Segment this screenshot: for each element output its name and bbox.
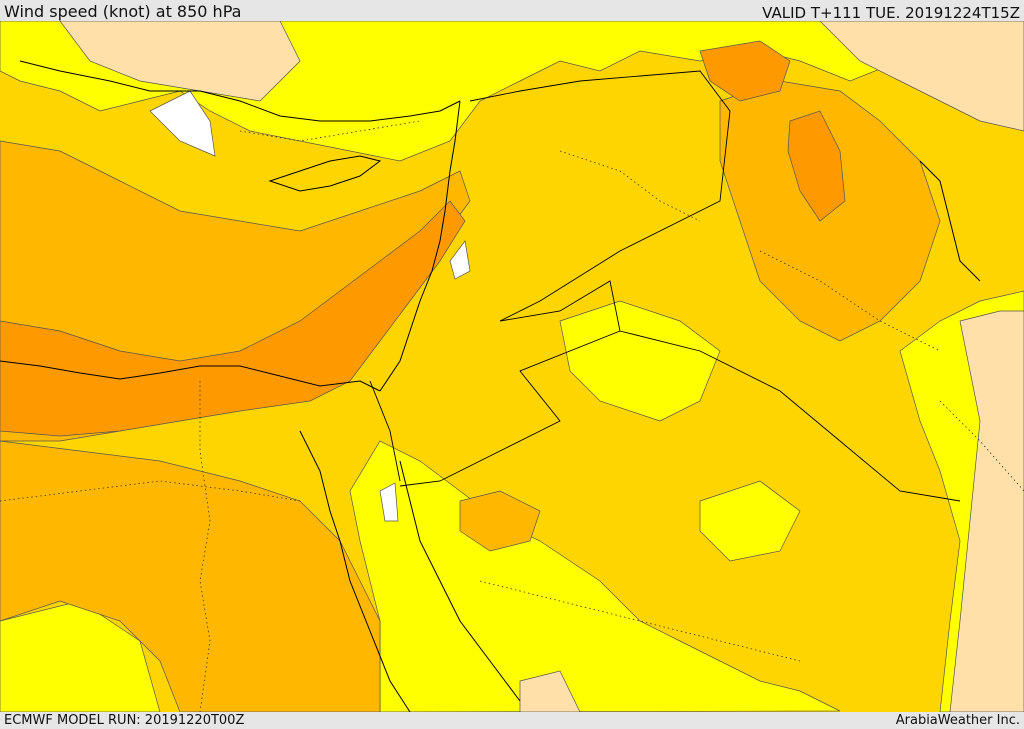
admin-line-egypt [0, 480, 301, 502]
admin-line-east [939, 400, 1024, 492]
admin-line-saudi [479, 580, 801, 662]
coastline-sinai-red-sea [299, 430, 411, 712]
brand-label: ArabiaWeather Inc. [895, 713, 1020, 728]
border-jordan-saudi [399, 280, 621, 487]
calm-patch-aegean [149, 90, 216, 157]
light-region-northeast [819, 21, 1024, 132]
valid-time: VALID T+111 TUE. 20191224T15Z [762, 4, 1020, 22]
map-title: Wind speed (knot) at 850 hPa [4, 2, 242, 21]
coastlines [0, 60, 981, 712]
fresh-region-egypt [0, 440, 381, 712]
model-run: ECMWF MODEL RUN: 20191220T00Z [4, 713, 245, 728]
coastline-persian-gulf [919, 160, 981, 282]
coastline-egypt-north [0, 360, 381, 392]
coastline-turkey-south [19, 60, 461, 122]
border-syria-iraq [469, 70, 731, 322]
fresh-patch-north-arabia [459, 490, 541, 552]
coastline-cyprus [268, 155, 382, 192]
coastline-levant [379, 100, 461, 392]
wind-speed-fills [0, 21, 1024, 712]
low-patch-southwest [0, 600, 161, 712]
light-patch-gulf [519, 670, 581, 712]
admin-line-sinai [199, 381, 211, 712]
border-egypt-sudan [369, 380, 401, 482]
low-patch-southeast [699, 480, 801, 562]
light-region-east-strip [949, 310, 1024, 712]
strong-patch-iraq [787, 110, 846, 222]
strong-patch-northeast [699, 40, 791, 102]
calm-patch-lebanon [449, 240, 471, 280]
coastline-gulf-of-aqaba [399, 460, 521, 702]
map-footer: ECMWF MODEL RUN: 20191220T00Z ArabiaWeat… [0, 712, 1024, 729]
admin-boundaries [0, 120, 1024, 712]
light-region-north [59, 21, 301, 102]
admin-line-syria [559, 150, 701, 222]
low-patch-center [559, 300, 721, 422]
admin-line-turkey [239, 120, 421, 142]
wind-speed-map [0, 21, 1024, 712]
map-header: Wind speed (knot) at 850 hPa VALID T+111… [0, 0, 1024, 22]
strong-band-mediterranean [0, 200, 466, 437]
political-borders [369, 70, 961, 502]
border-saudi-iraq [619, 330, 961, 502]
calm-patch-dead-sea [379, 482, 399, 522]
